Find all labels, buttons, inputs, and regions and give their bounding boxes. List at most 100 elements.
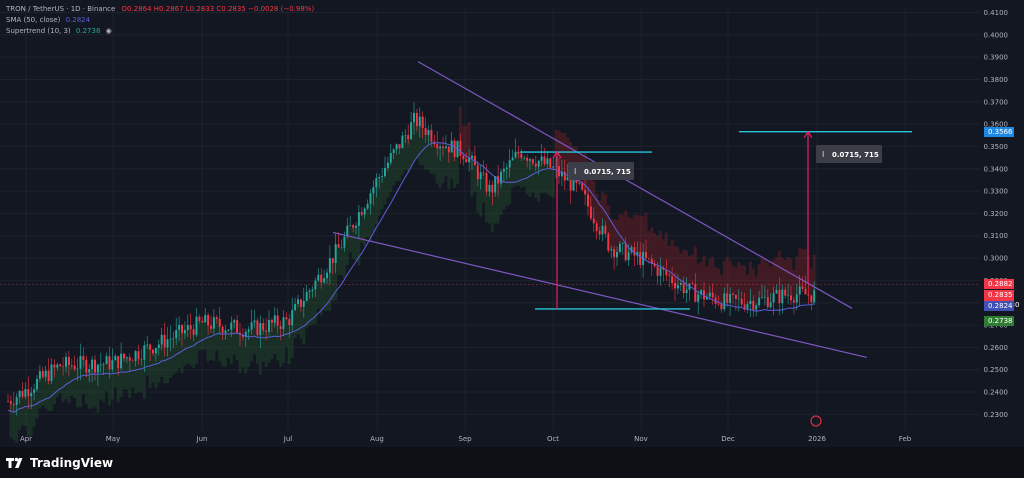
candle-body xyxy=(189,325,192,330)
candle-body xyxy=(453,140,456,158)
supertrend-down-band xyxy=(632,214,636,248)
legend-sma-row[interactable]: SMA (50, close) 0.2824 xyxy=(6,15,314,26)
supertrend-up-band xyxy=(485,191,488,223)
supertrend-down-band xyxy=(676,247,680,286)
supertrend-up-band xyxy=(99,364,103,400)
candle-body xyxy=(270,319,273,323)
candle-body xyxy=(308,290,311,293)
candle-body xyxy=(665,269,668,276)
candle-body xyxy=(236,320,239,333)
brand-name: TradingView xyxy=(30,456,114,470)
candle-body xyxy=(627,252,630,261)
y-tick-label: 0.3800 xyxy=(984,76,1009,84)
candle-body xyxy=(334,244,337,264)
supertrend-up-band xyxy=(18,397,22,431)
candle-body xyxy=(537,160,540,167)
supertrend-up-band xyxy=(267,331,271,363)
candle-body xyxy=(317,274,320,281)
candle-body xyxy=(181,325,183,334)
candle-body xyxy=(62,366,65,367)
supertrend-fill xyxy=(9,106,816,443)
candle-body xyxy=(450,140,453,153)
supertrend-up-band xyxy=(73,369,77,398)
supertrend-down-band xyxy=(656,235,660,267)
supertrend-up-band xyxy=(435,148,439,184)
supertrend-up-band xyxy=(119,368,123,398)
candle-body xyxy=(85,359,88,373)
candle-body xyxy=(282,317,285,330)
candle-body xyxy=(73,365,76,370)
eye-icon[interactable]: ◉ xyxy=(105,27,112,35)
candle-body xyxy=(613,249,616,258)
candle-body xyxy=(523,157,526,159)
candle-body xyxy=(415,112,418,127)
supertrend-down-band xyxy=(624,210,628,244)
supertrend-up-band xyxy=(180,333,184,374)
supertrend-down-band xyxy=(780,257,784,290)
candle-body xyxy=(720,304,723,310)
price-badge: 0.2738 xyxy=(984,315,1014,326)
candle-body xyxy=(326,272,328,279)
candles xyxy=(7,102,816,416)
supertrend-up-band xyxy=(232,322,236,355)
candle-body xyxy=(572,177,575,191)
supertrend-up-band xyxy=(23,396,27,426)
tradingview-logo[interactable]: TradingView xyxy=(6,456,113,470)
supertrend-up-band xyxy=(21,396,24,426)
candle-body xyxy=(204,315,207,323)
candle-body xyxy=(691,283,694,285)
supertrend-down-band xyxy=(574,146,578,178)
candle-body xyxy=(41,371,44,377)
candle-body xyxy=(15,397,18,405)
legend-symbol-row[interactable]: TRON / TetherUS · 1D · Binance O0.2864 H… xyxy=(6,4,314,15)
candle-body xyxy=(758,297,761,306)
supertrend-up-band xyxy=(337,247,341,275)
y-tick-label: 0.3900 xyxy=(984,54,1009,62)
supertrend-up-band xyxy=(226,330,230,359)
candle-body xyxy=(465,159,468,163)
supertrend-up-band xyxy=(508,167,512,205)
candle-body xyxy=(233,320,236,323)
candle-body xyxy=(378,177,381,179)
upper-trendline xyxy=(417,61,853,309)
supertrend-up-band xyxy=(166,347,169,384)
candle-body xyxy=(328,258,331,273)
supertrend-up-band xyxy=(447,152,451,190)
y-tick-label: 0.2300 xyxy=(984,411,1009,419)
candle-body xyxy=(598,231,601,235)
supertrend-down-band xyxy=(630,218,633,248)
candle-body xyxy=(244,331,247,337)
candle-body xyxy=(813,290,816,303)
candle-body xyxy=(650,258,653,265)
x-tick-label: Nov xyxy=(634,435,648,443)
ohlc-values: O0.2864 H0.2867 L0.2833 C0.2835 −0.0028 … xyxy=(122,5,315,13)
supertrend-up-band xyxy=(511,160,515,188)
l-key: L xyxy=(185,5,190,13)
candle-body xyxy=(569,177,572,191)
supertrend-up-band xyxy=(490,192,494,232)
supertrend-up-band xyxy=(110,369,114,400)
candle-body xyxy=(70,364,73,366)
supertrend-down-band xyxy=(699,262,703,291)
supertrend-down-band xyxy=(464,125,468,160)
candle-body xyxy=(526,157,529,161)
supertrend-up-band xyxy=(58,366,62,394)
candle-body xyxy=(761,297,763,299)
legend-supertrend-row[interactable]: Supertrend (10, 3) 0.2738 ◉ xyxy=(6,26,314,37)
candle-body xyxy=(604,225,607,234)
candle-body xyxy=(137,351,140,360)
supertrend-up-band xyxy=(168,339,172,379)
candle-body xyxy=(24,389,27,397)
supertrend-up-band xyxy=(514,157,517,186)
supertrend-down-band xyxy=(673,245,677,284)
chart-legend: TRON / TetherUS · 1D · Binance O0.2864 H… xyxy=(6,4,314,37)
candle-body xyxy=(726,293,729,303)
supertrend-label: Supertrend (10, 3) xyxy=(6,27,71,35)
grid xyxy=(0,8,980,430)
supertrend-up-band xyxy=(116,368,120,403)
supertrend-up-band xyxy=(287,325,291,365)
supertrend-down-band xyxy=(612,219,616,250)
candle-body xyxy=(256,320,259,336)
sma-value: 0.2824 xyxy=(65,16,91,24)
